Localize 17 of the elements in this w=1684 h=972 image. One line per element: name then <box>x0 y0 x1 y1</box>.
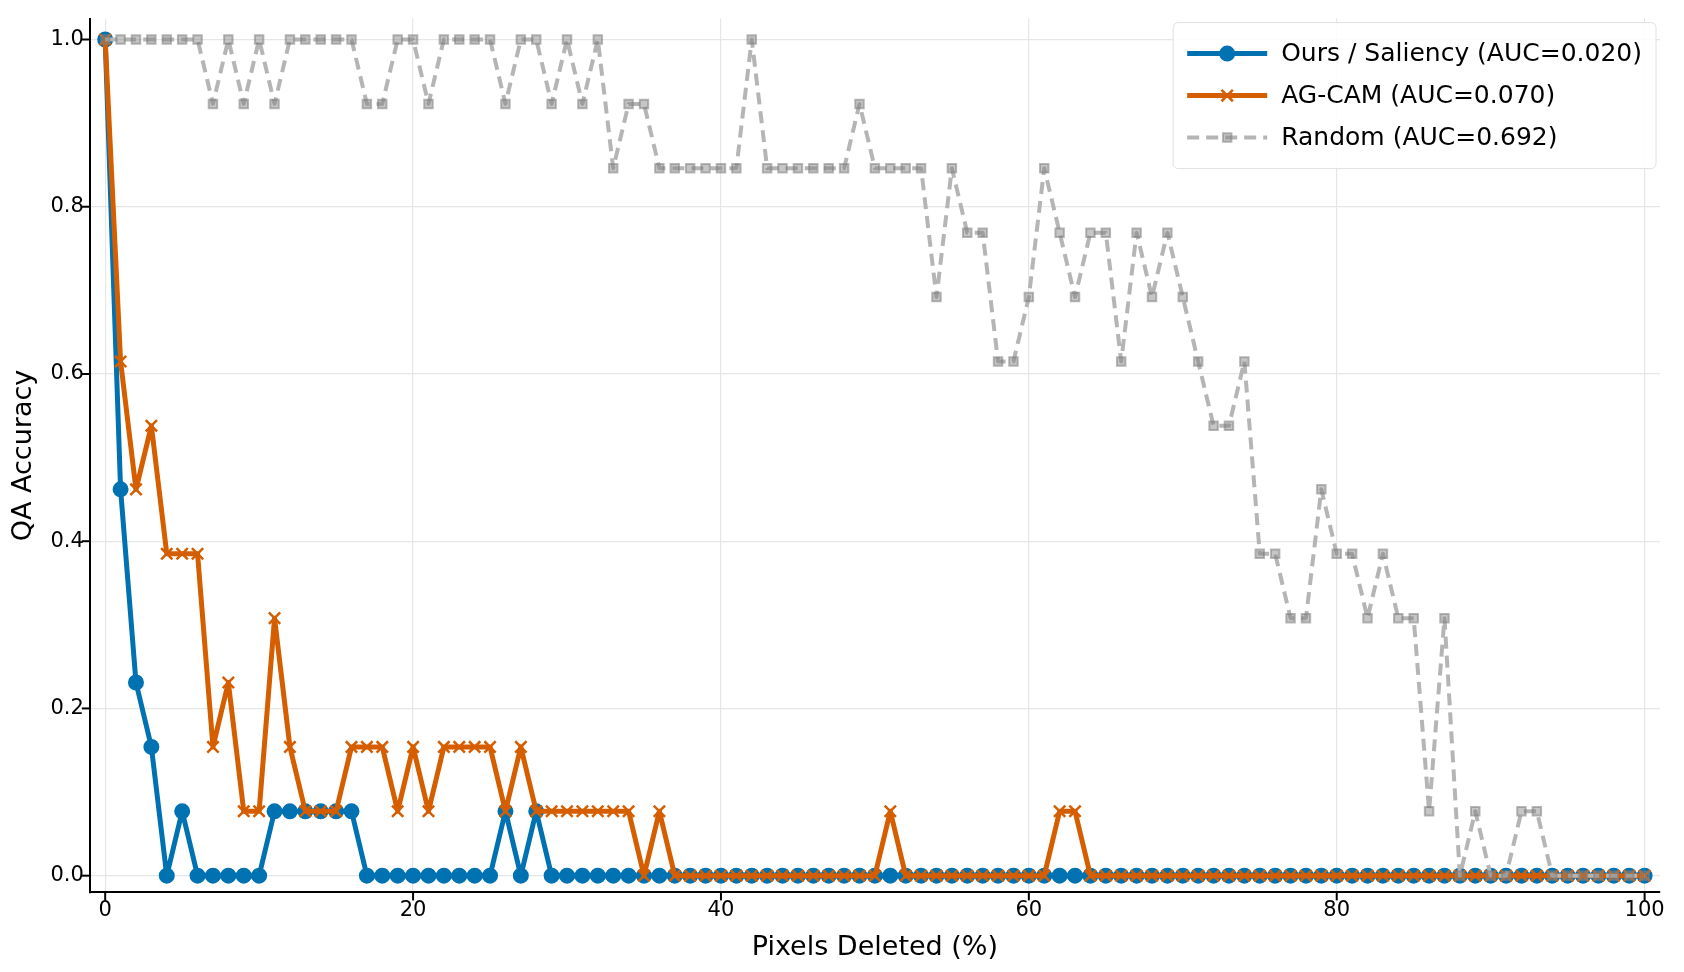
x-tick-label: 20 <box>399 897 427 922</box>
x-tick-label: 0 <box>98 897 112 922</box>
legend-label: Random (AUC=0.692) <box>1281 122 1558 152</box>
y-tick-label: 0.0 <box>50 862 84 887</box>
y-tick-label: 0.8 <box>50 193 84 218</box>
legend-label: Ours / Saliency (AUC=0.020) <box>1281 38 1643 68</box>
y-tick-label: 0.6 <box>50 360 84 385</box>
y-tick-label: 1.0 <box>50 25 84 50</box>
y-axis-title: QA Accuracy <box>6 369 38 542</box>
y-tick-label: 0.4 <box>50 527 84 552</box>
y-tick-label: 0.2 <box>50 694 84 719</box>
x-axis-title: Pixels Deleted (%) <box>751 929 999 961</box>
x-tick-label: 100 <box>1624 897 1665 922</box>
x-tick-label: 60 <box>1015 897 1043 922</box>
legend-label: AG-CAM (AUC=0.070) <box>1281 80 1556 110</box>
x-tick-label: 80 <box>1323 897 1351 922</box>
x-tick-label: 40 <box>707 897 735 922</box>
